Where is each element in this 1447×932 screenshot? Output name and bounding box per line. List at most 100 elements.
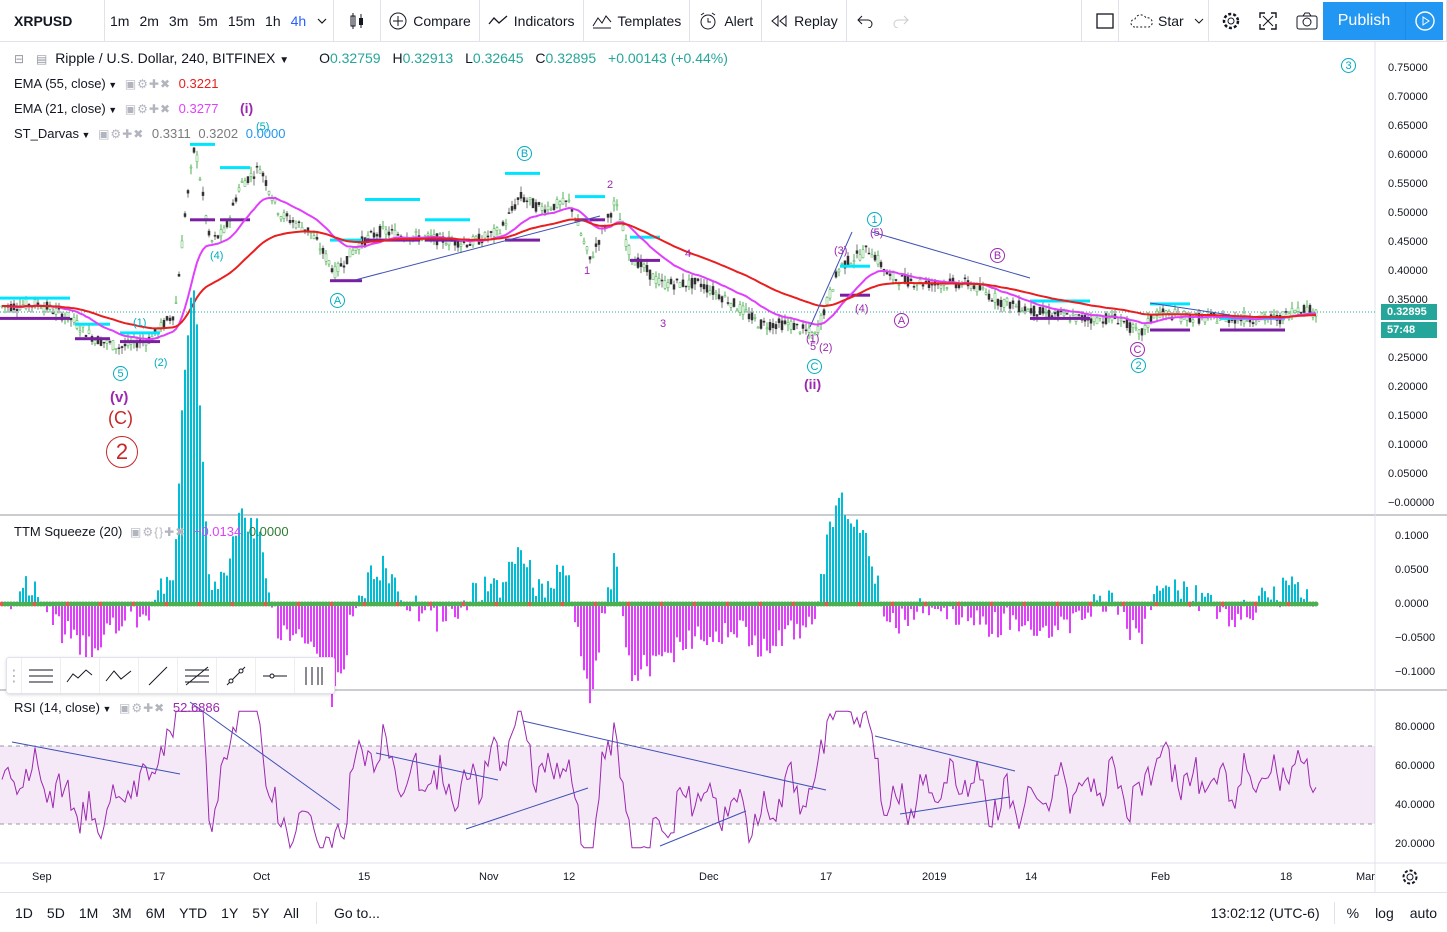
interval-5m[interactable]: 5m [198, 12, 218, 29]
publish-play-button[interactable] [1405, 2, 1443, 40]
ema55-legend[interactable]: EMA (55, close) ▼ ▣⚙✚✖ 0.3221 [14, 76, 218, 91]
range-ytd[interactable]: YTD [179, 904, 208, 921]
rsi-trendline[interactable] [375, 752, 499, 781]
wave-label[interactable]: (5) [256, 121, 270, 133]
rsi-trendline[interactable] [465, 787, 589, 830]
wave-label[interactable]: 2 [607, 179, 614, 191]
wave-label[interactable]: C [807, 359, 822, 374]
legend-control-icons[interactable]: ▣⚙✚✖ [98, 127, 145, 141]
trendline[interactable] [1149, 302, 1231, 316]
collapse-icon[interactable]: ⊟ [14, 52, 25, 66]
ray-tool[interactable] [216, 658, 255, 693]
trendline-tool[interactable] [138, 658, 177, 693]
redo-button[interactable] [883, 0, 919, 42]
wave-label[interactable]: B [990, 248, 1005, 263]
chart-area[interactable]: ⊟ ▤ Ripple / U.S. Dollar, 240, BITFINEX … [0, 42, 1447, 892]
wave-label[interactable]: 4 [685, 248, 692, 260]
wave-label[interactable]: 5 [810, 341, 817, 353]
wave-label[interactable]: (4) [210, 250, 224, 262]
goto-button[interactable]: Go to... [333, 904, 380, 921]
clock[interactable]: 13:02:12 (UTC-6) [1210, 904, 1320, 921]
range-3m[interactable]: 3M [112, 904, 132, 921]
auto-toggle[interactable]: auto [1409, 904, 1437, 921]
wave-label[interactable]: (1) [133, 317, 147, 329]
interval-dropdown[interactable] [311, 0, 333, 42]
wave-label[interactable]: 1 [867, 212, 882, 227]
trendline[interactable] [809, 231, 853, 328]
wave-label[interactable]: A [330, 293, 345, 308]
darvas-legend[interactable]: ST_Darvas ▼ ▣⚙✚✖ 0.3311 0.3202 0.0000 [14, 126, 286, 141]
wave-label[interactable]: C [1130, 342, 1145, 357]
interval-1h[interactable]: 1h [265, 12, 281, 29]
wave-label[interactable]: 5 [113, 366, 128, 381]
wave-label[interactable]: (5) [870, 227, 884, 239]
axis-settings-button[interactable] [1401, 868, 1419, 891]
range-5y[interactable]: 5Y [252, 904, 270, 921]
trendline[interactable] [871, 231, 1031, 279]
legend-control-icons[interactable]: ▣⚙✚✖ [124, 102, 172, 116]
wave-label[interactable]: (1) [806, 333, 820, 345]
wave-label[interactable]: (ii) [804, 376, 822, 392]
legend-control-icons[interactable]: ▣⚙{}✚✖ [130, 525, 187, 539]
elliott-impulse-tool[interactable] [60, 658, 99, 693]
range-6m[interactable]: 6M [145, 904, 166, 921]
drag-handle-icon[interactable]: ⋮ [6, 667, 22, 685]
range-1m[interactable]: 1M [78, 904, 99, 921]
replay-button[interactable]: Replay [762, 0, 846, 42]
wave-label[interactable]: (v) [110, 389, 129, 406]
settings-button[interactable] [1213, 0, 1249, 42]
wave-label[interactable]: A [894, 313, 909, 328]
wave-label[interactable]: 3 [660, 318, 667, 330]
templates-button[interactable]: Templates [584, 0, 690, 42]
wave-label[interactable]: (2) [154, 357, 168, 369]
fullscreen-rect-button[interactable] [1088, 0, 1122, 42]
percent-toggle[interactable]: % [1346, 904, 1360, 921]
interval-15m[interactable]: 15m [227, 12, 256, 29]
ema21-legend[interactable]: EMA (21, close) ▼ ▣⚙✚✖ 0.3277 [14, 101, 218, 116]
rsi-legend[interactable]: RSI (14, close) ▼ ▣⚙✚✖ 52.6886 [14, 700, 220, 715]
chart-type-button[interactable] [334, 0, 380, 42]
legend-control-icons[interactable]: ▣⚙✚✖ [124, 77, 172, 91]
interval-2m[interactable]: 2m [139, 12, 159, 29]
undo-button[interactable] [847, 0, 883, 42]
wave-label[interactable]: (4) [855, 303, 869, 315]
trendlines[interactable] [11, 215, 1231, 847]
fib-retracement-tool[interactable] [177, 658, 216, 693]
wave-label[interactable]: (2) [819, 342, 833, 354]
log-toggle[interactable]: log [1375, 904, 1394, 921]
interval-4h[interactable]: 4h [290, 12, 307, 29]
interval-1m[interactable]: 1m [110, 12, 130, 29]
long-short-tool[interactable] [294, 658, 333, 693]
layout-star-button[interactable]: Star [1122, 0, 1212, 42]
range-all[interactable]: All [283, 904, 299, 921]
wave-label[interactable]: (C) [108, 408, 133, 428]
rsi-trendline[interactable] [874, 735, 1016, 772]
symbol-search[interactable]: XRPUSD [14, 12, 73, 29]
wave-label[interactable]: (i) [240, 100, 254, 116]
range-5d[interactable]: 5D [46, 904, 65, 921]
rsi-trendline[interactable] [522, 720, 827, 791]
range-1d[interactable]: 1D [15, 904, 33, 921]
range-1y[interactable]: 1Y [221, 904, 239, 921]
symbol-title[interactable]: Ripple / U.S. Dollar, 240, BITFINEX [55, 50, 276, 66]
wave-label[interactable]: (3) [834, 245, 848, 257]
rsi-trendline[interactable] [189, 701, 341, 811]
chart-canvas[interactable] [0, 42, 1447, 892]
rsi-trendline[interactable] [899, 796, 1011, 815]
rsi-trendline[interactable] [11, 741, 181, 775]
wave-label[interactable]: 2 [1131, 358, 1146, 373]
wave-label[interactable]: 3 [1341, 58, 1356, 73]
rsi-trendline[interactable] [659, 810, 747, 847]
chevron-down-icon[interactable]: ▼ [279, 55, 290, 66]
elliott-correction-tool[interactable] [99, 658, 138, 693]
compare-button[interactable]: Compare [381, 0, 479, 42]
indicators-button[interactable]: Indicators [480, 0, 583, 42]
legend-control-icons[interactable]: ▣⚙✚✖ [119, 701, 166, 715]
wave-label[interactable]: 2 [106, 436, 138, 468]
wave-label[interactable]: B [517, 146, 532, 161]
interval-3m[interactable]: 3m [168, 12, 189, 29]
ttm-legend[interactable]: TTM Squeeze (20) ▣⚙{}✚✖ −0.0134 0.0000 [14, 524, 289, 539]
snapshot-button[interactable] [1288, 0, 1326, 42]
fib-tool[interactable] [21, 658, 60, 693]
trendline[interactable] [354, 215, 601, 281]
